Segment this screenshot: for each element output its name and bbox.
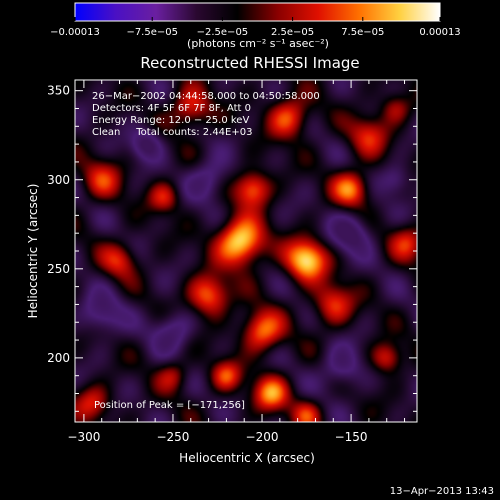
y-tick-label: 350 bbox=[47, 84, 70, 98]
colorbar-tick-label: −0.00013 bbox=[50, 27, 100, 38]
colorbar-gradient bbox=[74, 2, 441, 22]
annotation-detectors: Detectors: 4F 5F 6F 7F 8F, Att 0 bbox=[92, 103, 251, 114]
plot-area bbox=[75, 80, 417, 422]
y-axis-label: Heliocentric Y (arcsec) bbox=[26, 184, 40, 319]
colorbar: −0.00013 −7.5e−05 −2.5e−05 2.5e−05 7.5e−05 0.… bbox=[50, 2, 461, 50]
x-tick-label: −300 bbox=[67, 430, 100, 444]
y-axis: 200 250 300 350 bbox=[47, 84, 417, 412]
colorbar-tick-label: 2.5e−05 bbox=[271, 27, 314, 38]
colorbar-unit-label: (photons cm⁻² s⁻¹ asec⁻²) bbox=[187, 37, 329, 50]
annotations: 26−Mar−2002 04:44:58.000 to 04:50:58.000… bbox=[92, 91, 320, 411]
colorbar-tick-label: −7.5e−05 bbox=[126, 27, 178, 38]
peak-position-label: Position of Peak = [−171,256] bbox=[94, 400, 245, 411]
y-tick-label: 200 bbox=[47, 351, 70, 365]
colorbar-tick-label: −2.5e−05 bbox=[197, 27, 249, 38]
annotation-energy-range: Energy Range: 12.0 − 25.0 keV bbox=[92, 115, 249, 126]
chart-title: Reconstructed RHESSI Image bbox=[140, 54, 359, 72]
colorbar-tick-label: 7.5e−05 bbox=[341, 27, 384, 38]
x-axis: −300 −250 −200 −150 bbox=[67, 80, 406, 444]
x-axis-label: Heliocentric X (arcsec) bbox=[179, 451, 315, 465]
y-tick-label: 300 bbox=[47, 173, 70, 187]
y-tick-label: 250 bbox=[47, 262, 70, 276]
timestamp: 13−Apr−2013 13:43 bbox=[390, 486, 494, 497]
annotation-time-range: 26−Mar−2002 04:44:58.000 to 04:50:58.000 bbox=[92, 91, 320, 102]
x-tick-label: −200 bbox=[246, 430, 279, 444]
x-tick-label: −150 bbox=[335, 430, 368, 444]
annotation-clean-counts: Clean Total counts: 2.44E+03 bbox=[92, 127, 252, 138]
x-tick-label: −250 bbox=[156, 430, 189, 444]
colorbar-ticks: −0.00013 −7.5e−05 −2.5e−05 2.5e−05 7.5e−05 0.… bbox=[50, 17, 461, 38]
heatmap-image bbox=[75, 80, 417, 422]
colorbar-tick-label: 0.00013 bbox=[419, 27, 460, 38]
